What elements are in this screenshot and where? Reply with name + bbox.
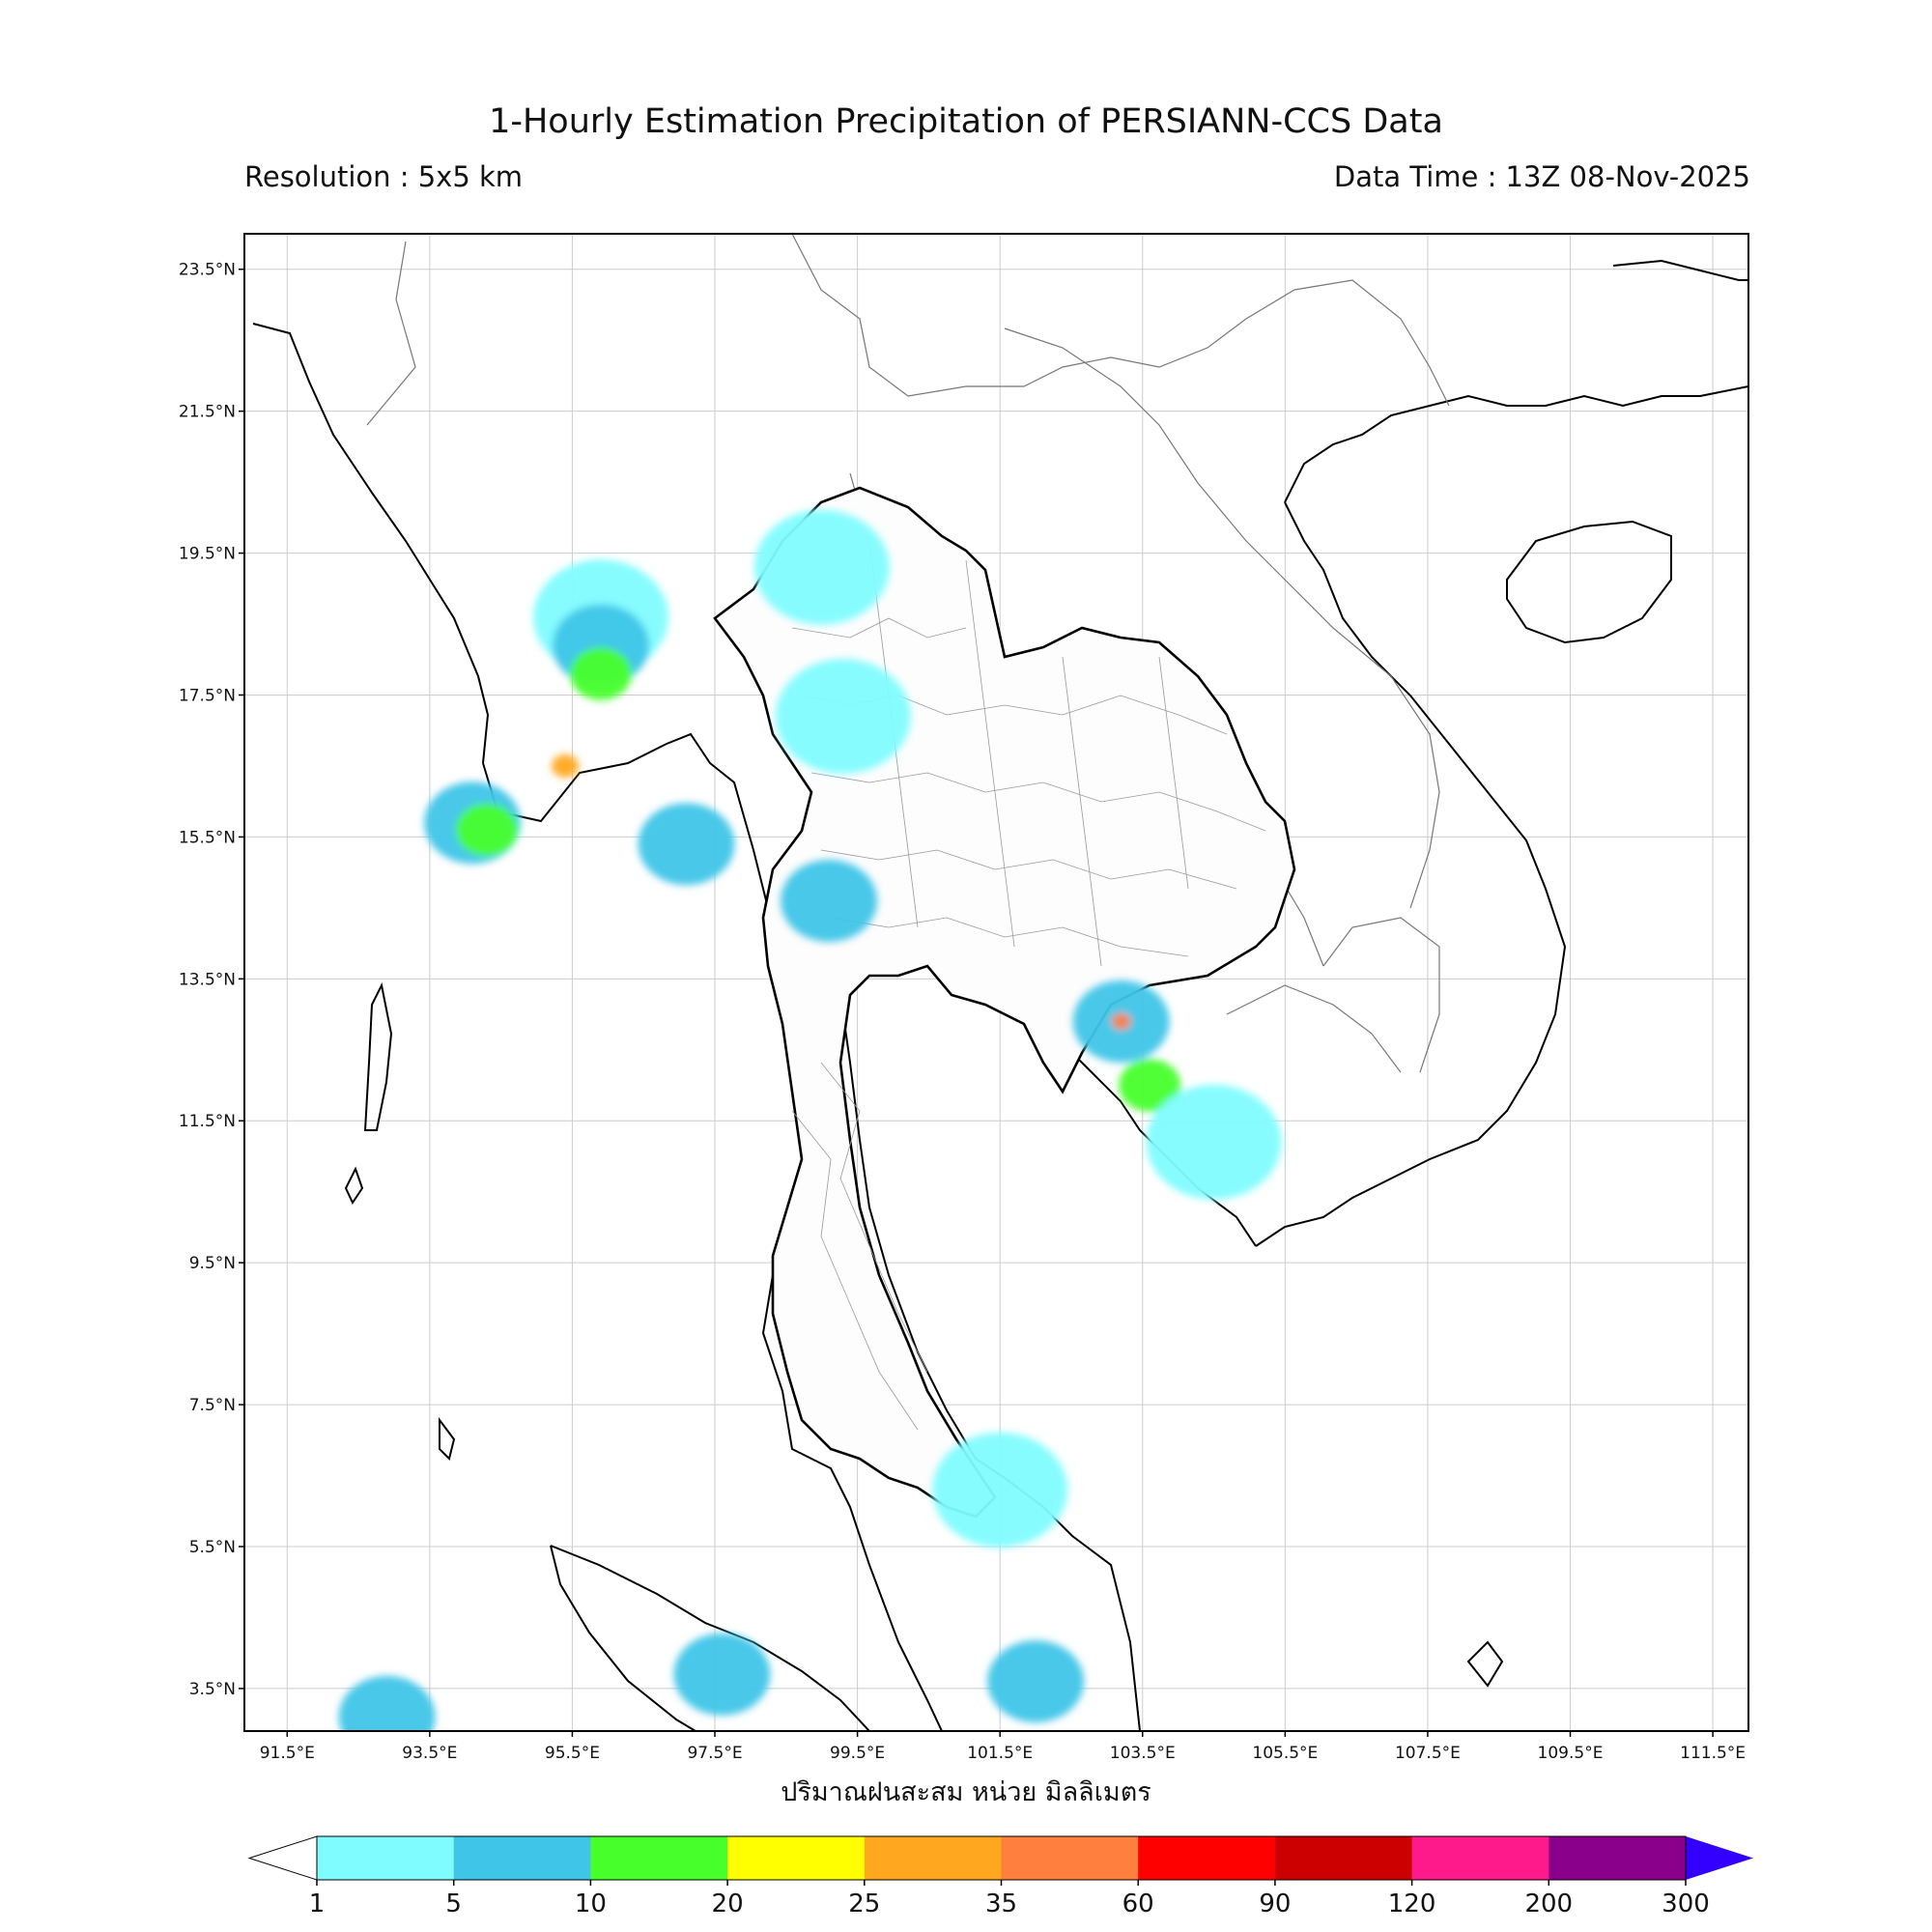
rain-cell: [638, 803, 735, 886]
rain-cell: [932, 1432, 1068, 1548]
lat-tick-label: 3.5°N: [189, 1680, 236, 1699]
lat-tick-label: 5.5°N: [189, 1538, 236, 1557]
rain-cell: [775, 659, 911, 775]
rain-cell: [569, 647, 632, 700]
rain-cell: [552, 754, 580, 778]
lat-tick-label: 17.5°N: [179, 686, 236, 705]
colorbar: 1 5 10 20 25 35 60 90 120 200 300: [247, 1835, 1753, 1918]
colorbar-unit-label: ปริมาณฝนสะสม หน่วย มิลลิเมตร: [781, 1777, 1151, 1807]
colorbar-tick-label: 60: [1122, 1889, 1154, 1918]
colorbar-segment: [1001, 1836, 1139, 1880]
lon-tick-label: 91.5°E: [260, 1744, 315, 1763]
lon-tick-label: 99.5°E: [830, 1744, 885, 1763]
map-title: 1-Hourly Estimation Precipitation of PER…: [489, 102, 1443, 141]
colorbar-tick-label: 20: [712, 1889, 744, 1918]
colorbar-segment: [1138, 1836, 1276, 1880]
rain-cell: [1111, 1012, 1131, 1030]
lat-tick-label: 21.5°N: [179, 403, 236, 422]
colorbar-segment: [727, 1836, 866, 1880]
colorbar-over-arrow: [1686, 1836, 1753, 1880]
rain-cell: [673, 1633, 771, 1716]
rain-cell: [1146, 1084, 1282, 1200]
colorbar-tick-label: 120: [1388, 1889, 1436, 1918]
lat-tick-label: 13.5°N: [179, 970, 236, 989]
coastlines: [252, 259, 1748, 1731]
colorbar-under-arrow: [247, 1835, 318, 1881]
colorbar-segment: [317, 1836, 455, 1880]
lon-tick-label: 97.5°E: [687, 1744, 742, 1763]
lon-tick-label: 109.5°E: [1538, 1744, 1604, 1763]
colorbar-tick-label: 10: [575, 1889, 607, 1918]
rain-cell: [753, 509, 890, 625]
colorbar-tick-label: 1: [309, 1889, 326, 1918]
resolution-label: Resolution : 5x5 km: [244, 160, 524, 193]
rain-cell: [455, 803, 518, 857]
colorbar-tick-label: 5: [445, 1889, 462, 1918]
lon-tick-label: 93.5°E: [402, 1744, 457, 1763]
colorbar-segment: [1411, 1836, 1549, 1880]
colorbar-tick-label: 25: [848, 1889, 880, 1918]
colorbar-segment: [864, 1836, 1002, 1880]
lat-tick-label: 11.5°N: [179, 1112, 236, 1131]
axis-ticks: 91.5°E 93.5°E 95.5°E 97.5°E 99.5°E 101.5°E 103…: [179, 261, 1746, 1763]
thailand-outline: [713, 486, 1296, 1519]
lon-tick-label: 95.5°E: [545, 1744, 600, 1763]
map-frame: [243, 233, 1749, 1732]
colorbar-segment: [1274, 1836, 1413, 1880]
lon-tick-label: 107.5°E: [1395, 1744, 1461, 1763]
lon-tick-label: 103.5°E: [1110, 1744, 1176, 1763]
lat-tick-label: 19.5°N: [179, 545, 236, 564]
colorbar-tick-label: 300: [1662, 1889, 1710, 1918]
lon-tick-label: 101.5°E: [967, 1744, 1033, 1763]
rain-cell: [338, 1675, 436, 1731]
lat-tick-label: 7.5°N: [189, 1396, 236, 1415]
lat-tick-label: 15.5°N: [179, 828, 236, 847]
lon-tick-label: 105.5°E: [1252, 1744, 1318, 1763]
lat-tick-label: 9.5°N: [189, 1254, 236, 1273]
colorbar-segment: [1548, 1836, 1687, 1880]
rain-cell: [1119, 1059, 1181, 1112]
lon-tick-label: 111.5°E: [1680, 1744, 1746, 1763]
lat-tick-label: 23.5°N: [179, 261, 236, 280]
colorbar-tick-label: 35: [985, 1889, 1017, 1918]
rain-cell: [987, 1640, 1085, 1723]
colorbar-tick-label: 200: [1524, 1889, 1573, 1918]
colorbar-segment: [590, 1836, 728, 1880]
rain-cells: [338, 509, 1282, 1731]
data-time-label: Data Time : 13Z 08-Nov-2025: [1333, 160, 1750, 193]
colorbar-tick-label: 90: [1259, 1889, 1291, 1918]
colorbar-segment: [453, 1836, 591, 1880]
rain-cell: [781, 860, 878, 943]
